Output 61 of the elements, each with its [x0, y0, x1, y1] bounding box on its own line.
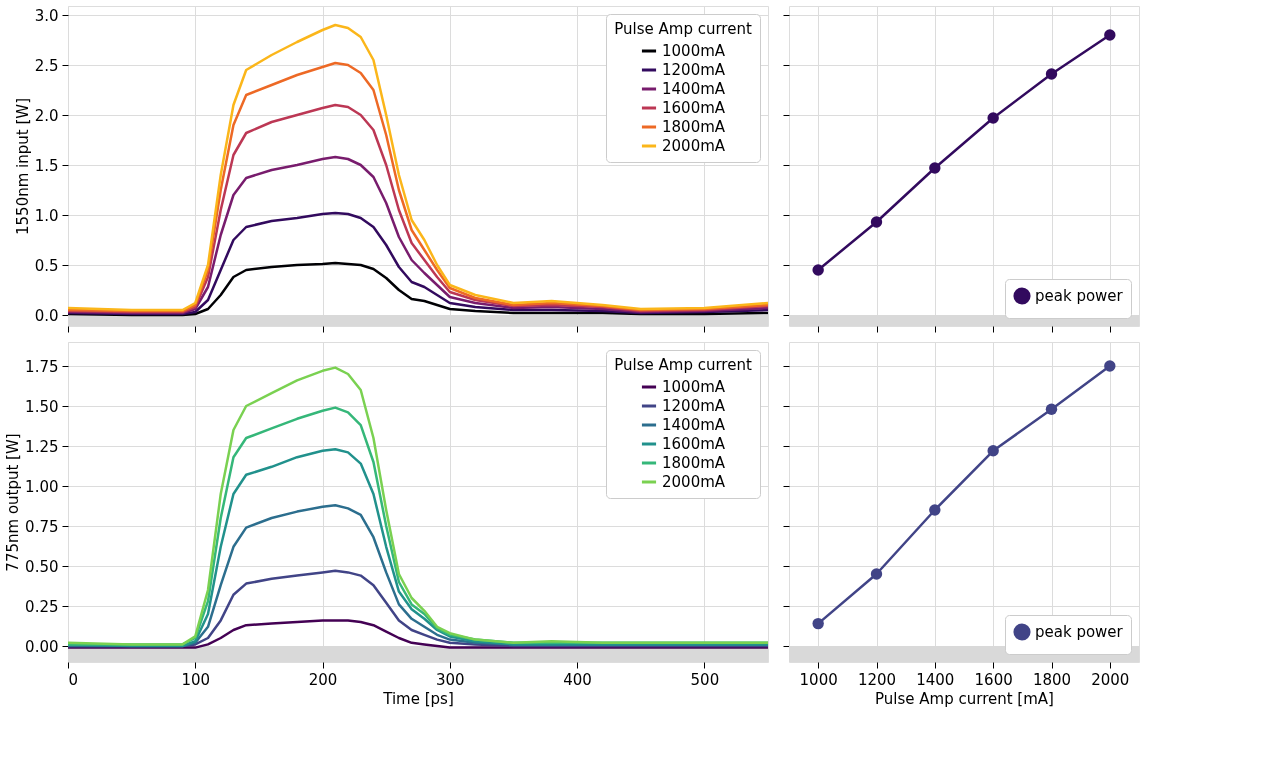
point [870, 568, 883, 580]
y-axis-title: 775nm output [W] [4, 433, 23, 572]
legend-label: 1400mA [662, 80, 726, 98]
legend-title: Pulse Amp current [614, 20, 752, 38]
legend-label: peak power [1035, 623, 1124, 641]
legend-label: 1200mA [662, 397, 726, 415]
legend-label: 1200mA [662, 61, 726, 79]
x-tick-label: 1400 [916, 670, 955, 689]
legend-label: 1000mA [662, 378, 726, 396]
y-tick-label: 1.50 [25, 397, 59, 416]
x-tick-label: 1800 [1032, 670, 1072, 689]
x-axis-title: Time [ps] [382, 689, 454, 708]
y-tick-label: 1.5 [34, 156, 59, 175]
legend-title: Pulse Amp current [614, 356, 752, 374]
x-tick-label: 1000 [799, 670, 838, 689]
line-series [66, 261, 770, 317]
y-tick-label: 1.00 [25, 477, 59, 496]
y-tick-label: 0.50 [25, 557, 59, 576]
y-axis-title: 1550nm input [W] [13, 98, 32, 235]
y-tick-label: 0.5 [34, 256, 59, 275]
y-tick-label: 1.25 [25, 437, 59, 456]
y-tick-label: 0.25 [25, 597, 59, 616]
point [987, 445, 999, 457]
x-tick-label: 400 [563, 670, 592, 689]
y-tick-label: 0.00 [25, 637, 59, 656]
point [812, 264, 824, 276]
legend-label: 1000mA [662, 42, 726, 60]
y-tick-label: 3.0 [34, 6, 59, 25]
legend-label: 1800mA [662, 454, 726, 472]
legend-label: 1800mA [662, 118, 726, 136]
point [1104, 360, 1116, 372]
y-tick-label: 1.75 [25, 357, 59, 376]
legend-label: 1400mA [662, 416, 726, 434]
x-tick-label: 500 [690, 670, 720, 689]
legend-label: 1600mA [662, 99, 726, 117]
y-tick-label: 2.0 [34, 106, 59, 125]
x-tick-label: 300 [436, 670, 465, 689]
x-tick-label: 1600 [974, 670, 1013, 689]
y-tick-label: 2.5 [34, 56, 59, 75]
y-tick-label: 0.0 [34, 306, 59, 325]
legend-label: 2000mA [662, 137, 726, 155]
point [987, 112, 999, 124]
x-tick-label: 2000 [1091, 670, 1130, 689]
legend-label: 2000mA [662, 473, 726, 491]
legend-label: 1600mA [662, 435, 726, 453]
x-tick-label: 0 [68, 670, 79, 689]
point [1045, 403, 1058, 415]
point [812, 617, 824, 630]
x-axis-title: Pulse Amp current [mA] [875, 689, 1054, 708]
x-tick-label: 200 [308, 670, 338, 689]
y-tick-label: 0.75 [25, 517, 59, 536]
point [929, 162, 941, 174]
x-tick-label: 100 [181, 670, 211, 689]
legend-label: peak power [1035, 287, 1124, 305]
y-tick-label: 1.0 [34, 206, 59, 225]
point [929, 504, 941, 516]
line-series [66, 619, 770, 649]
point [1104, 29, 1116, 41]
point [870, 216, 883, 228]
x-tick-label: 1200 [857, 670, 897, 689]
point [1045, 68, 1058, 80]
